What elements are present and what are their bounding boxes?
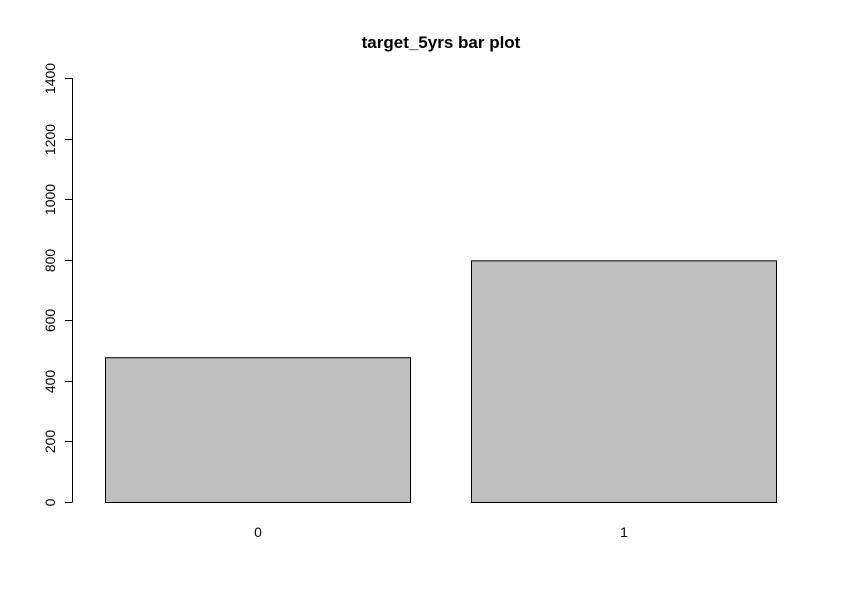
bar-0 — [105, 357, 411, 503]
x-tick-label-1: 1 — [620, 524, 628, 540]
y-tick-label-0: 0 — [42, 498, 58, 506]
y-tick-label-200: 200 — [42, 430, 58, 454]
y-tick-label-800: 800 — [42, 249, 58, 273]
y-tick-label-600: 600 — [42, 309, 58, 333]
y-tick-label-400: 400 — [42, 370, 58, 394]
bars-layer — [105, 260, 777, 503]
chart-title: target_5yrs bar plot — [362, 33, 521, 52]
x-tick-label-0: 0 — [254, 524, 262, 540]
y-tick-label-1400: 1400 — [42, 63, 58, 94]
y-tick-label-1200: 1200 — [42, 124, 58, 155]
y-tick-label-1000: 1000 — [42, 184, 58, 215]
bar-1 — [471, 260, 777, 503]
y-axis: 0 200 400 600 800 1000 1200 1400 — [42, 63, 73, 506]
